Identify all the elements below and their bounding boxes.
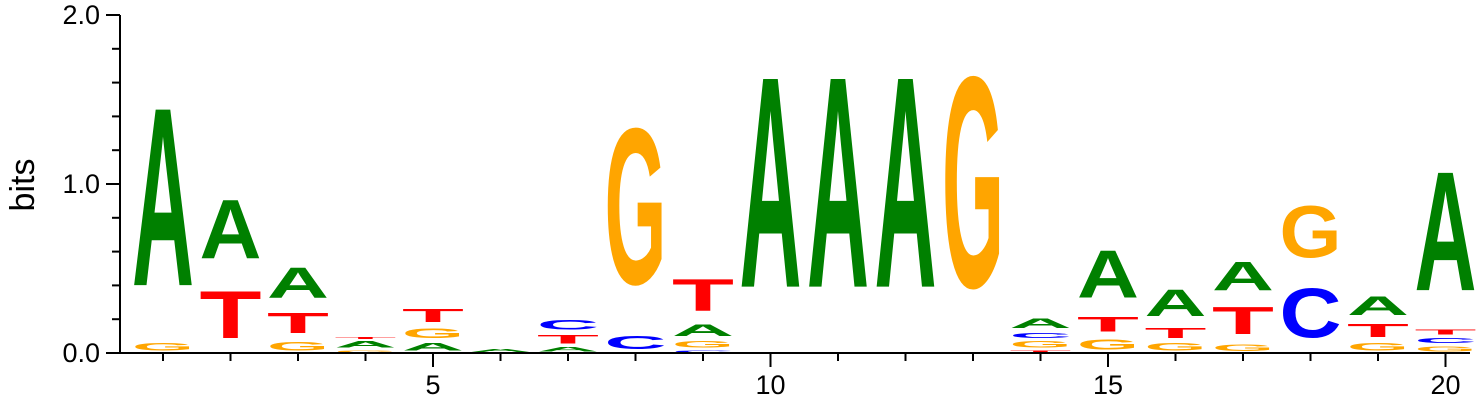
logo-letter-a: A <box>807 15 869 352</box>
logo-letter-t: T <box>537 333 599 346</box>
logo-column-12: A <box>875 15 937 352</box>
logo-column-4: GAT <box>335 336 397 353</box>
logo-column-13: G <box>942 13 1004 351</box>
logo-letter-a: A <box>537 346 599 353</box>
logo-letter-t: T <box>267 307 329 339</box>
logo-letter-a: A <box>672 321 734 340</box>
logo-column-6: A <box>470 348 532 353</box>
logo-letter-g: G <box>1415 345 1477 353</box>
logo-letter-g: G <box>605 81 667 331</box>
y-axis-title: bits <box>4 159 42 212</box>
logo-letter-c: C <box>672 350 734 353</box>
logo-column-19: GTA <box>1347 291 1409 353</box>
logo-letter-c: C <box>537 318 599 333</box>
logo-column-3: GTA <box>267 259 329 354</box>
logo-column-7: ATC <box>537 318 599 353</box>
logo-column-11: A <box>807 15 869 352</box>
logo-letter-t: T <box>672 270 734 321</box>
logo-column-10: A <box>740 15 802 352</box>
x-tick-label: 5 <box>425 370 440 400</box>
logo-letter-a: A <box>1010 316 1072 331</box>
logo-column-17: GTA <box>1212 254 1274 354</box>
logo-letter-g: G <box>1280 191 1342 274</box>
logo-letter-a: A <box>875 15 937 352</box>
logo-letter-t: T <box>1010 350 1072 353</box>
logo-letter-t: T <box>1347 321 1409 341</box>
logo-letter-t: T <box>1145 324 1207 341</box>
logo-column-5: AGT <box>402 306 464 353</box>
logo-letter-g: G <box>942 13 1004 351</box>
x-tick-label: 20 <box>1430 370 1460 400</box>
logo-column-18: CG <box>1280 191 1342 353</box>
logo-letter-a: A <box>267 259 329 308</box>
logo-column-2: TA <box>200 183 262 353</box>
logo-letter-a: A <box>1145 282 1207 324</box>
logo-letter-c: C <box>1010 331 1072 339</box>
logo-letter-g: G <box>335 350 397 353</box>
logo-letter-t: T <box>402 306 464 326</box>
logo-letter-t: T <box>335 336 397 339</box>
logo-letter-a: A <box>335 339 397 349</box>
logo-column-15: GTA <box>1077 237 1139 353</box>
logo-letter-a: A <box>1347 291 1409 321</box>
logo-letter-a: A <box>132 56 194 340</box>
logo-letter-a: A <box>1415 136 1477 327</box>
logo-letter-g: G <box>132 341 194 353</box>
logo-letter-t: T <box>1415 328 1477 336</box>
logo-letter-g: G <box>1347 341 1409 353</box>
logo-letter-g: G <box>1077 336 1139 353</box>
logo-letter-c: C <box>1415 336 1477 344</box>
logo-letter-a: A <box>402 341 464 353</box>
logo-letter-t: T <box>200 278 262 353</box>
logo-letter-a: A <box>1212 254 1274 299</box>
logo-letter-a: A <box>740 15 802 352</box>
y-tick-label: 1.0 <box>62 169 100 199</box>
logo-column-8: CG <box>605 81 667 353</box>
logo-letter-a: A <box>470 348 532 353</box>
logo-letter-g: G <box>1145 341 1207 353</box>
x-tick-label: 10 <box>755 370 785 400</box>
logo-letter-c: C <box>1280 273 1342 352</box>
logo-column-16: GTA <box>1145 282 1207 353</box>
logo-letter-g: G <box>1010 340 1072 350</box>
logo-letter-t: T <box>1212 299 1274 343</box>
logo-letter-g: G <box>672 340 734 350</box>
x-tick-label: 15 <box>1093 370 1123 400</box>
y-tick-label: 2.0 <box>62 0 100 30</box>
logo-letter-g: G <box>1212 343 1274 353</box>
logo-letter-g: G <box>402 326 464 341</box>
logo-letter-c: C <box>605 333 667 353</box>
logo-letter-g: G <box>267 340 329 354</box>
y-tick-label: 0.0 <box>62 338 100 368</box>
logo-letter-a: A <box>200 183 262 277</box>
logo-letter-t: T <box>1077 312 1139 336</box>
logo-letter-a: A <box>1077 237 1139 312</box>
logo-column-1: GA <box>132 56 194 353</box>
ticks: 0.0 1.0 2.0 5 10 15 20 <box>62 0 1460 400</box>
